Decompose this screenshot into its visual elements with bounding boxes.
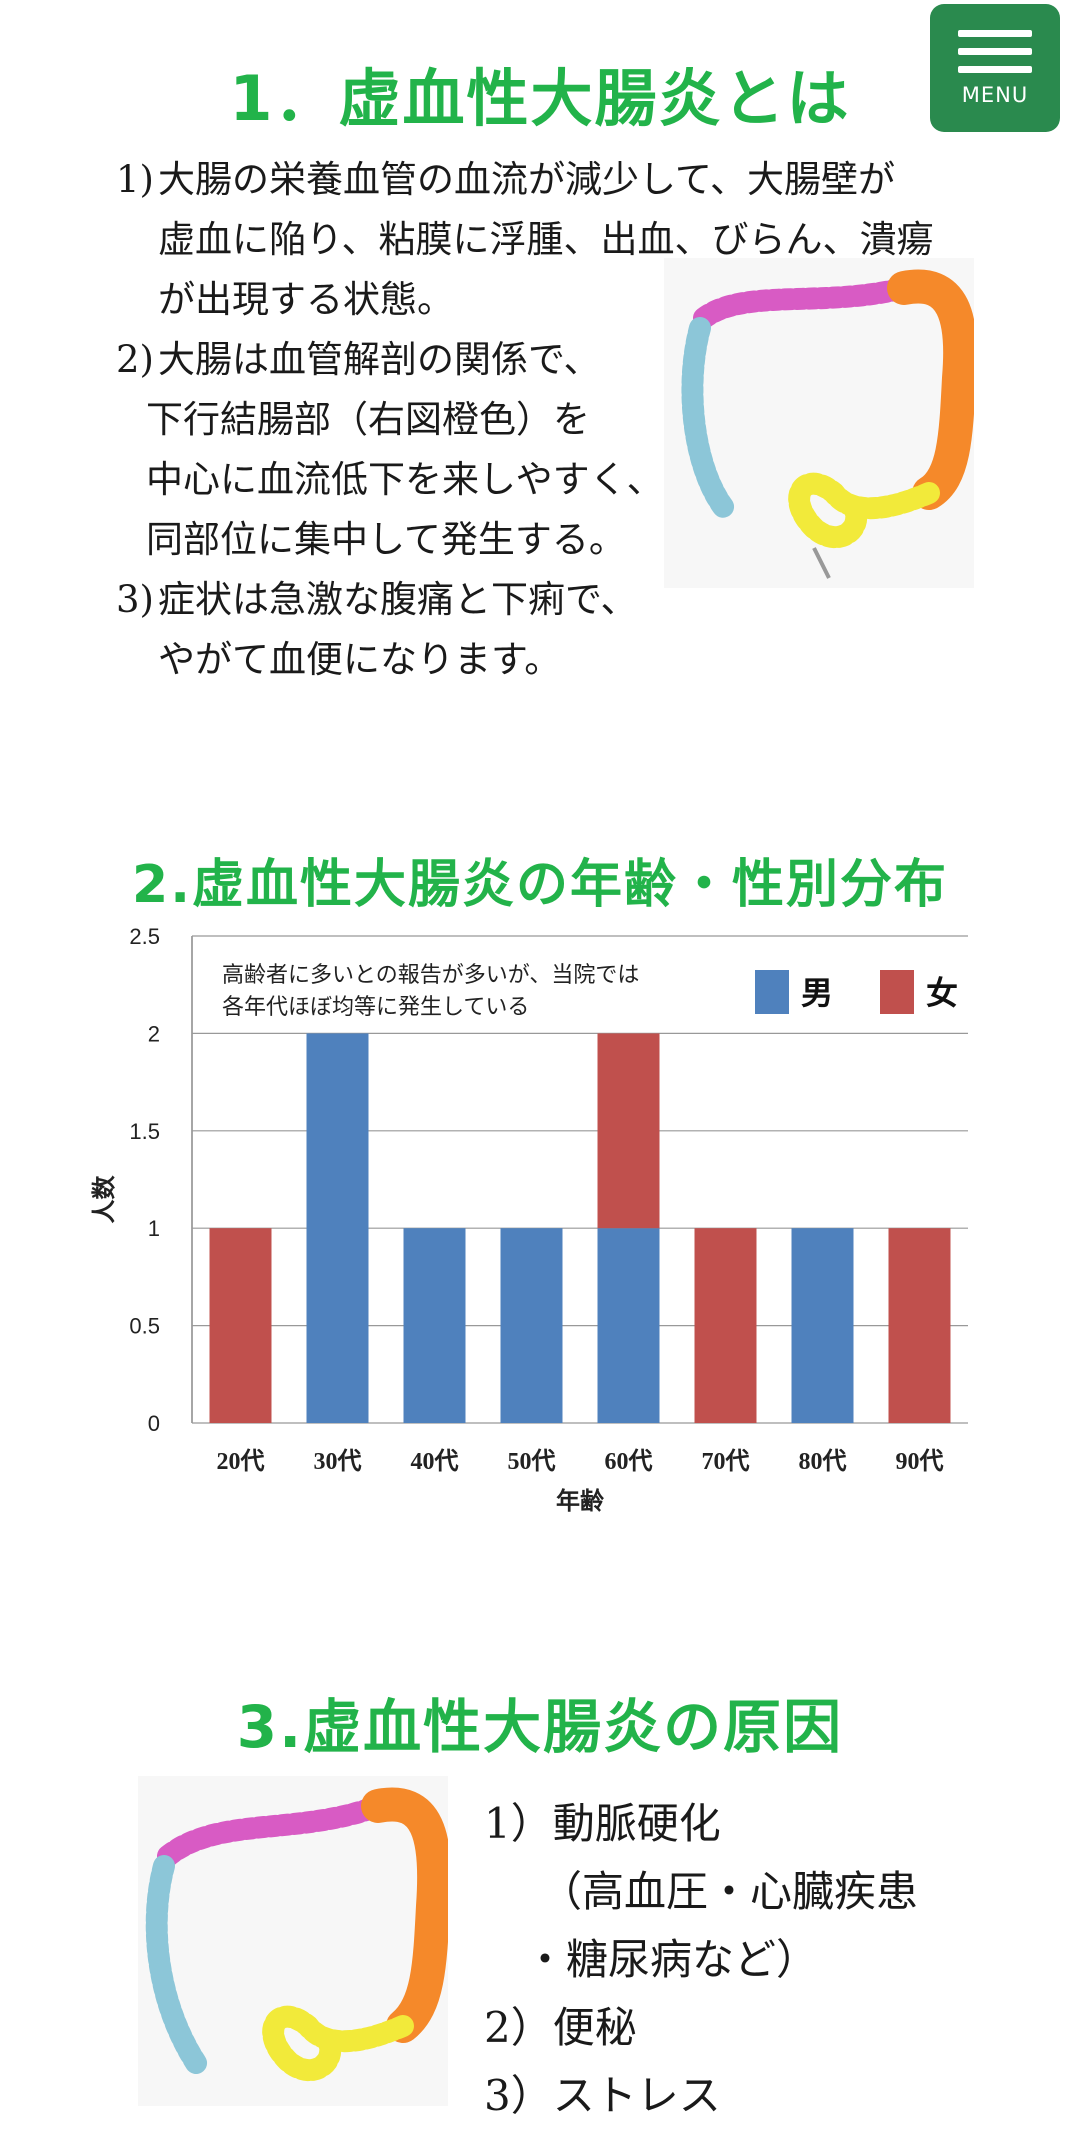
bar-male	[306, 1033, 369, 1423]
menu-button[interactable]: MENU	[930, 4, 1060, 132]
x-tick-label: 40代	[411, 1448, 459, 1475]
bar-male	[597, 1228, 660, 1423]
y-tick-label: 2	[148, 1021, 160, 1046]
section1-title: 1．虚血性大腸炎とは	[229, 62, 851, 135]
chart-annotation: 高齢者に多いとの報告が多いが、当院では	[222, 962, 639, 987]
descending-colon-highlight	[361, 1787, 448, 2043]
item-text-line: が出現する状態。	[158, 278, 454, 321]
legend-label: 女	[926, 975, 958, 1011]
section2-title: 2.虚血性大腸炎の年齢・性別分布	[132, 855, 948, 915]
item-text-line: 虚血に陥り、粘膜に浮腫、出血、びらん、潰瘍	[158, 218, 934, 261]
cause-detail: ・糖尿病など）	[524, 1935, 819, 1984]
section1-item: 2) 大腸は血管解剖の関係で、 下行結腸部（右図橙色）を 中心に血流低下を来しや…	[116, 330, 996, 570]
chart-annotation: 各年代ほぼ均等に発生している	[222, 994, 529, 1019]
cause-item: 2）便秘	[484, 2003, 637, 2052]
item-text-line: 下行結腸部（右図橙色）を	[146, 398, 590, 441]
descending-colon-highlight	[887, 269, 974, 510]
x-tick-label: 70代	[702, 1448, 750, 1475]
colon-illustration	[664, 258, 974, 588]
transverse-colon	[693, 277, 915, 329]
x-tick-label: 90代	[896, 1448, 944, 1475]
item-text-line: 症状は急激な腹痛と下痢で、	[158, 578, 638, 621]
sigmoid-colon	[788, 472, 940, 549]
cause-item: 3）ストレス	[484, 2071, 721, 2120]
y-tick-label: 1	[148, 1216, 160, 1241]
menu-label: MENU	[961, 82, 1029, 107]
bar-male	[403, 1228, 466, 1423]
bar-female	[888, 1228, 951, 1423]
ascending-colon	[681, 317, 735, 519]
item-text-line: 大腸は血管解剖の関係で、	[158, 338, 601, 381]
bar-male	[791, 1228, 854, 1423]
item-number: 2)	[116, 338, 154, 381]
bar-female	[597, 1033, 660, 1229]
x-tick-label: 30代	[314, 1448, 362, 1475]
x-axis-title: 年齢	[556, 1487, 605, 1515]
item-text-line: 同部位に集中して発生する。	[146, 518, 626, 561]
section1-list: 1) 大腸の栄養血管の血流が減少して、大腸壁が 虚血に陥り、粘膜に浮腫、出血、び…	[116, 150, 996, 690]
section1-item: 1) 大腸の栄養血管の血流が減少して、大腸壁が 虚血に陥り、粘膜に浮腫、出血、び…	[116, 150, 996, 330]
y-tick-label: 0.5	[129, 1314, 160, 1339]
cause-detail: （高血圧・心臓疾患	[540, 1867, 919, 1916]
cause-item: 1）動脈硬化	[484, 1799, 721, 1848]
section3-list: 1）動脈硬化 （高血圧・心臓疾患 ・糖尿病など） 2）便秘 3）ストレス	[484, 1790, 1044, 2130]
sigmoid-colon	[262, 2005, 414, 2082]
x-tick-label: 50代	[508, 1448, 556, 1475]
y-tick-label: 2.5	[129, 924, 160, 949]
item-text-line: 大腸の栄養血管の血流が減少して、大腸壁が	[158, 158, 896, 201]
bar-female	[209, 1228, 272, 1423]
item-number: 3)	[116, 578, 154, 621]
item-text-line: 中心に血流低下を来しやすく、	[146, 458, 664, 501]
age-gender-chart: 0 0.5 1 1.5 2 2.5 20代 30代 40代 50代 60代 70代 80代 90代年齢 人数…	[0, 900, 1080, 1540]
y-tick-label: 1.5	[129, 1119, 160, 1144]
transverse-colon	[157, 1795, 389, 1867]
bar-male	[500, 1228, 563, 1423]
section1-item: 3) 症状は急激な腹痛と下痢で、 やがて血便になります。	[116, 570, 996, 690]
y-axis-title: 人数	[91, 1175, 118, 1224]
section3-title: 3.虚血性大腸炎の原因	[236, 1693, 844, 1761]
hamburger-icon	[958, 29, 1032, 73]
item-text-line: やがて血便になります。	[158, 638, 562, 681]
bar-female	[694, 1228, 757, 1423]
item-number: 1)	[116, 158, 154, 201]
colon-illustration	[138, 1776, 448, 2106]
x-tick-label: 80代	[799, 1448, 847, 1475]
legend-swatch-male	[755, 970, 789, 1014]
x-tick-label: 60代	[605, 1448, 653, 1475]
legend-label: 男	[801, 975, 833, 1011]
legend-swatch-female	[880, 970, 914, 1014]
ascending-colon	[145, 1855, 209, 2077]
x-tick-label: 20代	[217, 1448, 265, 1475]
y-tick-label: 0	[148, 1411, 160, 1436]
